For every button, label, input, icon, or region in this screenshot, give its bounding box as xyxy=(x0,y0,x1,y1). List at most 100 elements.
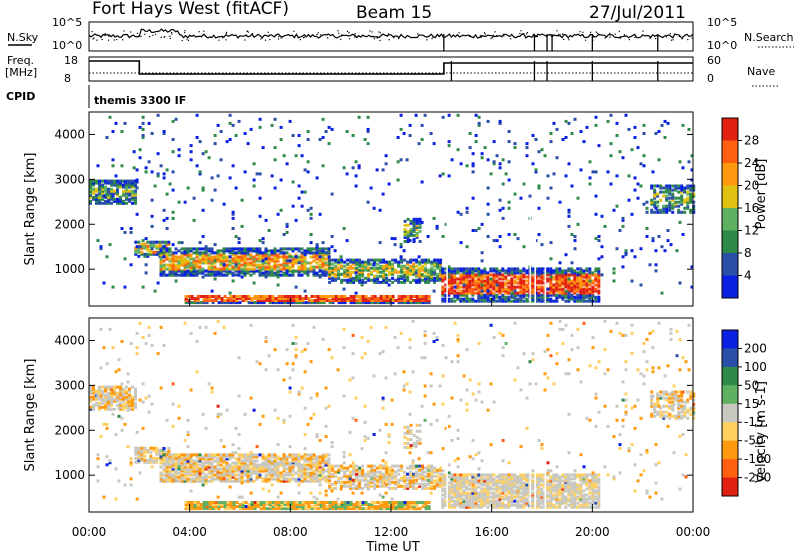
scatter-cell xyxy=(513,192,517,196)
scatter-cell xyxy=(225,265,229,269)
scatter-cell xyxy=(107,187,110,191)
scatter-cell xyxy=(409,221,413,225)
scatter-cell xyxy=(409,233,413,237)
scatter-cell xyxy=(564,487,568,491)
scatter-cell xyxy=(279,269,283,273)
scatter-cell xyxy=(477,285,481,289)
scatter-cell xyxy=(183,249,187,253)
scatter-cell xyxy=(171,138,175,141)
scatter-cell xyxy=(588,273,592,277)
scatter-cell xyxy=(504,475,508,479)
scatter-cell xyxy=(240,257,244,261)
scatter-cell xyxy=(300,267,304,271)
scatter-cell xyxy=(186,453,190,457)
nsearch-point xyxy=(337,30,339,32)
scatter-cell xyxy=(415,299,419,302)
scatter-cell xyxy=(300,469,304,473)
scatter-cell xyxy=(267,461,271,465)
scatter-cell xyxy=(89,193,92,197)
scatter-cell xyxy=(465,481,469,485)
scatter-cell xyxy=(113,199,116,203)
scatter-cell xyxy=(692,210,696,214)
scatter-cell xyxy=(280,297,284,300)
scatter-cell xyxy=(324,461,328,465)
scatter-cell xyxy=(525,503,529,507)
scatter-cell xyxy=(162,132,166,135)
scatter-cell xyxy=(270,463,274,467)
scatter-cell xyxy=(537,493,541,497)
scatter-cell xyxy=(465,503,469,507)
scatter-cell xyxy=(309,255,313,259)
scatter-cell xyxy=(331,464,335,468)
scatter-cell xyxy=(240,198,244,202)
scatter-cell xyxy=(192,251,196,255)
scatter-cell xyxy=(111,194,115,198)
scatter-cell xyxy=(312,255,316,259)
scatter-cell xyxy=(439,480,443,484)
scatter-cell xyxy=(244,295,248,298)
scatter-cell xyxy=(152,244,156,248)
scatter-cell xyxy=(474,273,478,277)
scatter-cell xyxy=(534,170,538,174)
scatter-cell xyxy=(477,299,481,303)
scatter-cell xyxy=(465,269,469,273)
scatter-cell xyxy=(495,479,499,483)
scatter-cell xyxy=(570,267,574,271)
scatter-cell xyxy=(537,184,541,188)
scatter-cell xyxy=(98,193,101,197)
scatter-cell xyxy=(453,267,457,271)
scatter-cell xyxy=(483,279,487,283)
scatter-cell xyxy=(376,299,380,302)
scatter-cell xyxy=(162,253,166,257)
scatter-cell xyxy=(318,273,322,277)
scatter-cell xyxy=(570,283,574,287)
scatter-cell xyxy=(585,281,589,285)
scatter-cell xyxy=(624,113,628,117)
scatter-cell xyxy=(417,142,421,146)
scatter-cell xyxy=(261,477,265,481)
scatter-cell xyxy=(228,121,232,125)
scatter-cell xyxy=(204,465,208,469)
scatter-cell xyxy=(525,154,529,158)
scatter-cell xyxy=(225,479,229,483)
scatter-cell xyxy=(474,497,478,501)
scatter-cell xyxy=(474,487,478,491)
scatter-cell xyxy=(540,279,544,283)
scatter-cell xyxy=(492,497,496,501)
scatter-cell xyxy=(462,269,466,273)
scatter-cell xyxy=(355,299,359,302)
scatter-cell xyxy=(246,457,250,461)
scatter-cell xyxy=(495,499,499,503)
scatter-cell xyxy=(456,477,460,481)
scatter-cell xyxy=(210,176,214,180)
scatter-cell xyxy=(249,477,253,481)
scatter-cell xyxy=(403,478,407,482)
scatter-cell xyxy=(285,479,289,483)
scatter-cell xyxy=(537,281,541,285)
scatter-cell xyxy=(585,125,589,129)
scatter-cell xyxy=(489,479,493,483)
scatter-cell xyxy=(237,257,241,261)
scatter-cell xyxy=(328,301,332,305)
scatter-cell xyxy=(273,457,277,461)
scatter-cell xyxy=(225,471,229,475)
scatter-cell xyxy=(582,273,586,277)
scatter-cell xyxy=(462,505,466,509)
scatter-cell xyxy=(264,255,268,259)
scatter-cell xyxy=(388,264,392,268)
scatter-cell xyxy=(418,274,422,278)
scatter-cell xyxy=(366,115,370,119)
scatter-cell xyxy=(125,385,128,389)
scatter-cell xyxy=(424,278,428,282)
scatter-cell xyxy=(692,208,696,212)
scatter-cell xyxy=(279,479,283,483)
scatter-cell xyxy=(240,271,244,275)
scatter-cell xyxy=(288,255,292,259)
scatter-cell xyxy=(552,485,556,489)
scatter-cell xyxy=(471,487,475,491)
scatter-cell xyxy=(294,247,298,251)
scatter-cell xyxy=(174,257,178,261)
scatter-cell xyxy=(665,190,669,194)
scatter-cell xyxy=(219,257,223,261)
scatter-cell xyxy=(424,301,428,305)
